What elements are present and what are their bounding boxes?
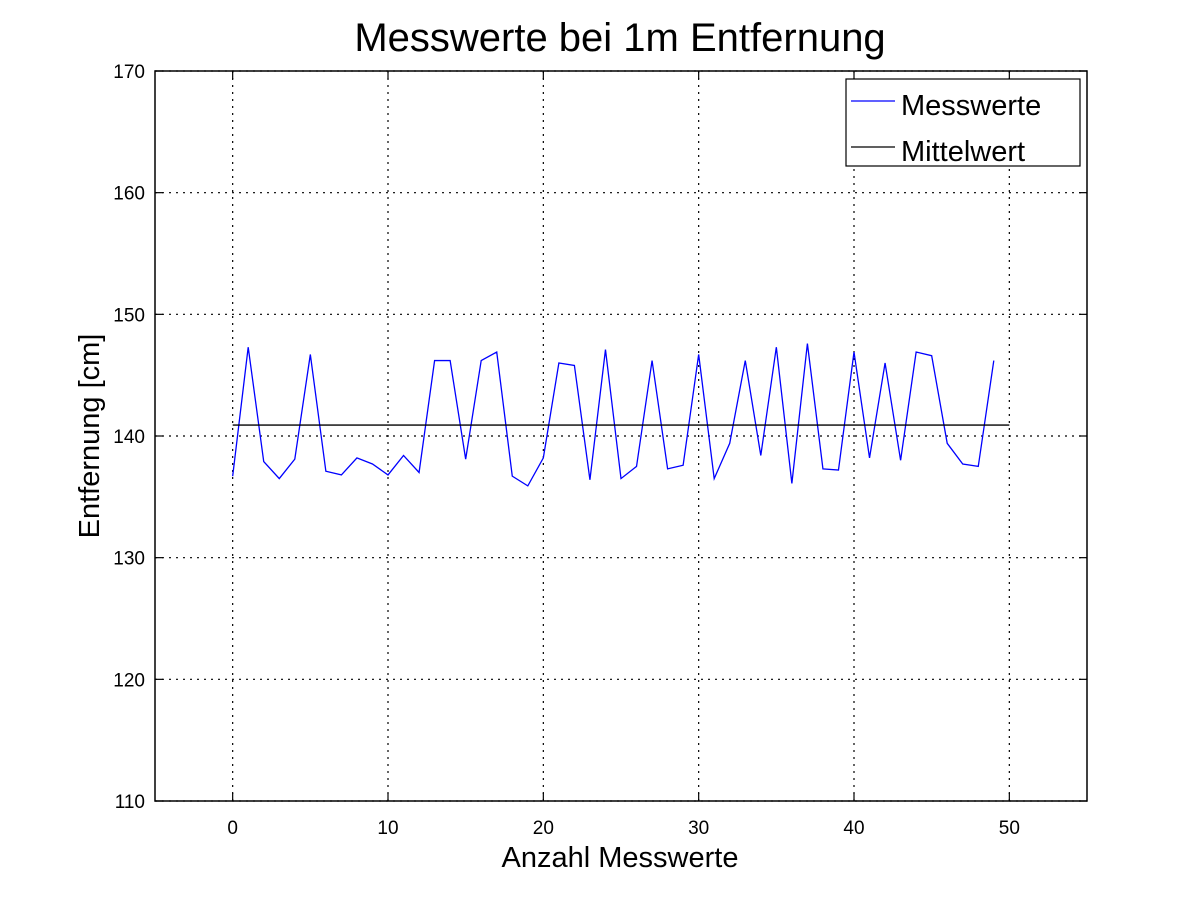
series-line-messwerte [232,343,995,487]
legend-box [845,78,1081,167]
x-tick-label-10: 10 [377,818,398,839]
y-tick-label-140: 140 [113,427,145,448]
legend-label-mittelwert: Mittelwert [901,136,1025,168]
y-tick-label-160: 160 [113,184,145,205]
x-tick-label-0: 0 [227,818,238,839]
x-tick-label-40: 40 [843,818,864,839]
legend-label-messwerte: Messwerte [901,90,1041,122]
chart-title: Messwerte bei 1m Entfernung [354,16,885,60]
y-tick-label-110: 110 [115,792,145,813]
grid [155,70,1087,802]
x-tick-label-50: 50 [999,818,1020,839]
y-tick-label-150: 150 [113,305,145,326]
y-tick-label-170: 170 [113,62,145,83]
x-axis-label: Anzahl Messwerte [502,842,739,874]
series-lines [232,343,1010,487]
x-tick-label-30: 30 [688,818,709,839]
y-tick-label-120: 120 [113,670,145,691]
axis-ticks: 0 10 20 30 40 50 110 120 130 140 150 160 170 [113,62,1087,839]
y-axis-label: Entfernung [cm] [74,334,106,539]
y-tick-label-130: 130 [113,549,145,570]
legend: Messwerte Mittelwert [845,78,1081,168]
x-tick-label-20: 20 [533,818,554,839]
